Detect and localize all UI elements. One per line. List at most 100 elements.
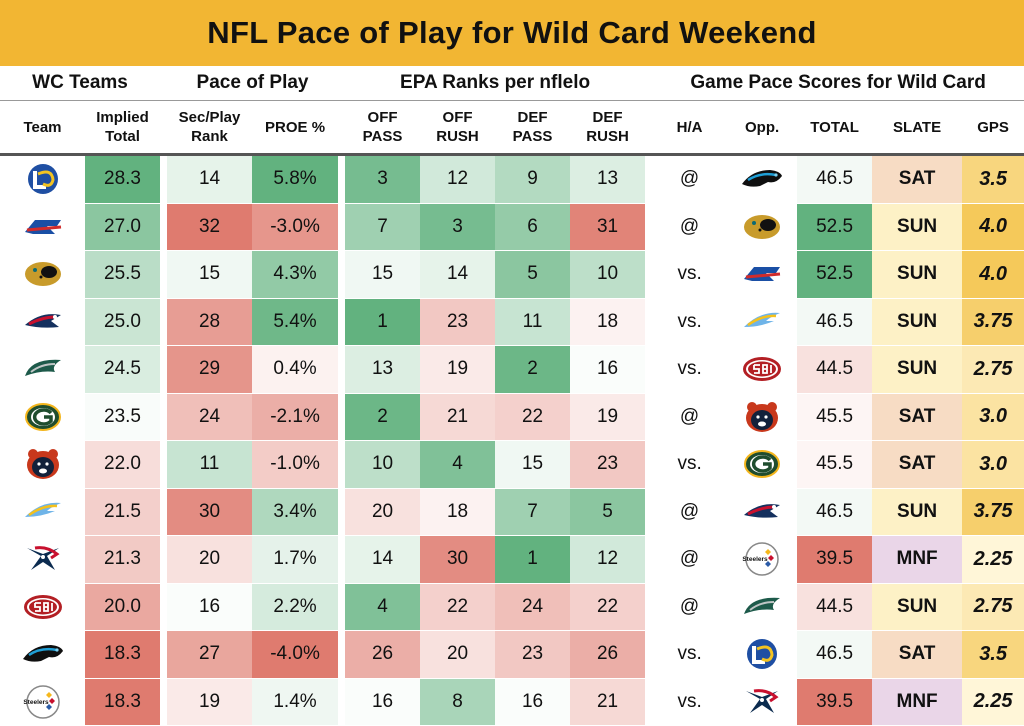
col-sec-play-rank: Sec/Play Rank: [167, 100, 253, 156]
off-rush-rank-cell: 8: [420, 678, 496, 726]
slate-cell: SUN: [872, 298, 963, 346]
home-away-cell: vs.: [652, 440, 728, 489]
def-pass-rank-cell: 22: [495, 393, 571, 441]
group-header-row: WC Teams Pace of Play EPA Ranks per nfle…: [0, 66, 1024, 101]
def-pass-rank-cell: 23: [495, 630, 571, 679]
off-rush-rank-cell: 21: [420, 393, 496, 441]
def-rush-rank-cell: 12: [570, 535, 646, 584]
team-logo-cell: [0, 535, 85, 584]
col-home-away: H/A: [652, 100, 728, 156]
implied-total-cell: 27.0: [85, 203, 161, 251]
def-rush-rank-cell: 16: [570, 345, 646, 394]
team-logo-cell: [0, 488, 85, 536]
gps-cell: 2.75: [962, 345, 1024, 394]
chargers-logo: [744, 312, 781, 327]
game-total-cell: 46.5: [797, 154, 873, 204]
slate-cell: SUN: [872, 203, 963, 251]
game-total-cell: 46.5: [797, 298, 873, 346]
packers-logo: [24, 402, 61, 431]
sec-play-rank-cell: 27: [167, 630, 253, 679]
texans-logo: [26, 546, 60, 571]
bills-logo: [24, 219, 61, 234]
off-pass-rank-cell: 1: [345, 298, 421, 346]
team-logo-cell: [0, 154, 85, 204]
team-logo-cell: [0, 250, 85, 299]
col-def-pass: DEF PASS: [495, 100, 571, 156]
game-total-cell: 46.5: [797, 488, 873, 536]
table-row: 21.3 20 1.7% 14 30 1 12 @ Steelers 39.5 MNF 2.25: [0, 535, 1024, 584]
bills-logo: [744, 267, 781, 282]
gps-cell: 4.0: [962, 203, 1024, 251]
home-away-cell: @: [652, 393, 728, 441]
home-away-cell: vs.: [652, 298, 728, 346]
off-pass-rank-cell: 14: [345, 535, 421, 584]
gps-cell: 2.75: [962, 583, 1024, 631]
def-rush-rank-cell: 23: [570, 440, 646, 489]
implied-total-cell: 28.3: [85, 154, 161, 204]
def-pass-rank-cell: 24: [495, 583, 571, 631]
gps-cell: 3.5: [962, 154, 1024, 204]
steelers-logo: Steelers: [23, 685, 60, 719]
gps-cell: 2.25: [962, 535, 1024, 584]
def-pass-rank-cell: 2: [495, 345, 571, 394]
pace-table: WC Teams Pace of Play EPA Ranks per nfle…: [0, 66, 1024, 726]
table-row: 23.5 24 -2.1% 2 21 22 19 @45.5 SAT 3.0: [0, 393, 1024, 441]
table-row: 28.3 14 5.8% 3 12 9 13 @46.5 SAT 3.5: [0, 154, 1024, 204]
proe-cell: 3.4%: [252, 488, 339, 536]
group-wc-teams: WC Teams: [0, 66, 161, 101]
col-total: TOTAL: [797, 100, 873, 156]
off-pass-rank-cell: 7: [345, 203, 421, 251]
home-away-cell: vs.: [652, 678, 728, 726]
home-away-cell: vs.: [652, 630, 728, 679]
off-pass-rank-cell: 4: [345, 583, 421, 631]
sec-play-rank-cell: 19: [167, 678, 253, 726]
proe-cell: 5.4%: [252, 298, 339, 346]
def-pass-rank-cell: 7: [495, 488, 571, 536]
off-pass-rank-cell: 16: [345, 678, 421, 726]
def-rush-rank-cell: 26: [570, 630, 646, 679]
slate-cell: SUN: [872, 488, 963, 536]
opponent-logo-cell: [727, 203, 798, 251]
game-total-cell: 44.5: [797, 583, 873, 631]
off-pass-rank-cell: 3: [345, 154, 421, 204]
sec-play-rank-cell: 32: [167, 203, 253, 251]
steelers-logo: Steelers: [742, 542, 779, 576]
gps-cell: 3.75: [962, 488, 1024, 536]
off-rush-rank-cell: 19: [420, 345, 496, 394]
table-row: 25.0 28 5.4% 1 23 11 18 vs. 46.5 SUN 3.75: [0, 298, 1024, 346]
slate-cell: SAT: [872, 393, 963, 441]
home-away-cell: @: [652, 583, 728, 631]
team-logo-cell: [0, 298, 85, 346]
off-pass-rank-cell: 10: [345, 440, 421, 489]
game-total-cell: 44.5: [797, 345, 873, 394]
table-row: 21.5 30 3.4% 20 18 7 5 @46.5 SUN 3.75: [0, 488, 1024, 536]
proe-cell: 1.4%: [252, 678, 339, 726]
packers-logo: [744, 450, 781, 479]
game-total-cell: 39.5: [797, 678, 873, 726]
team-logo-cell: [0, 630, 85, 679]
home-away-cell: vs.: [652, 250, 728, 299]
proe-cell: -2.1%: [252, 393, 339, 441]
proe-cell: -3.0%: [252, 203, 339, 251]
slate-cell: MNF: [872, 678, 963, 726]
def-rush-rank-cell: 13: [570, 154, 646, 204]
sec-play-rank-cell: 11: [167, 440, 253, 489]
patriots-logo: [744, 503, 781, 518]
implied-total-cell: 21.3: [85, 535, 161, 584]
def-pass-rank-cell: 11: [495, 298, 571, 346]
game-total-cell: 46.5: [797, 630, 873, 679]
gps-cell: 3.0: [962, 393, 1024, 441]
svg-text:Steelers: Steelers: [742, 556, 768, 563]
slate-cell: MNF: [872, 535, 963, 584]
pace-table-container: WC Teams Pace of Play EPA Ranks per nfle…: [0, 66, 1024, 726]
implied-total-cell: 20.0: [85, 583, 161, 631]
sec-play-rank-cell: 30: [167, 488, 253, 536]
implied-total-cell: 18.3: [85, 678, 161, 726]
sec-play-rank-cell: 24: [167, 393, 253, 441]
col-slate: SLATE: [872, 100, 963, 156]
gps-cell: 3.5: [962, 630, 1024, 679]
page-title: NFL Pace of Play for Wild Card Weekend: [0, 0, 1024, 68]
game-total-cell: 52.5: [797, 203, 873, 251]
proe-cell: -1.0%: [252, 440, 339, 489]
slate-cell: SAT: [872, 440, 963, 489]
